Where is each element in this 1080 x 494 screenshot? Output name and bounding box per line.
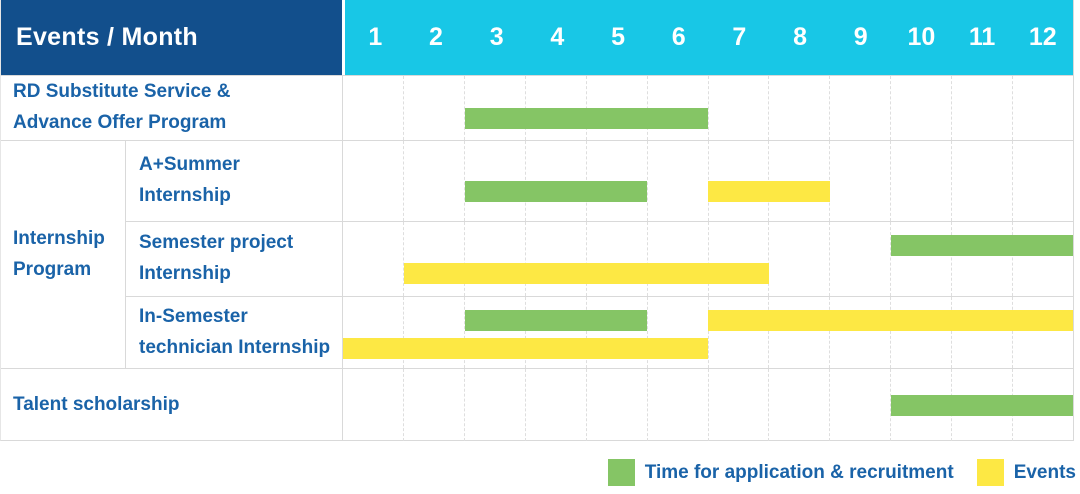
month-cell	[343, 369, 403, 441]
month-cell	[343, 141, 403, 221]
gantt-bar-application	[890, 235, 1073, 256]
month-header-cell: 10	[907, 23, 936, 51]
gantt-bar-application	[464, 310, 648, 331]
legend: Time for application & recruitment Event…	[0, 441, 1080, 494]
row-label-in-semester-technician-internship: In-Semester technician Internship	[125, 296, 342, 368]
events-month-table: Events / Month 1 2 3 4 5 6 7 8 9 10 11 12 RD Substi…	[0, 0, 1074, 441]
month-cell	[585, 222, 647, 296]
month-cell	[890, 141, 951, 221]
month-header-cell: 3	[489, 23, 504, 51]
month-cell	[646, 222, 708, 296]
month-cell	[524, 297, 586, 368]
gantt-row-track	[342, 368, 1073, 441]
gantt-bar-event	[343, 338, 708, 359]
month-cell	[707, 369, 769, 441]
page-title: Events / Month	[16, 23, 198, 51]
month-cell	[951, 297, 1012, 368]
gantt-bar-application	[890, 395, 1073, 416]
month-cell	[402, 222, 464, 296]
group-label-internship-program: Internship Program	[1, 140, 125, 368]
month-cell	[768, 222, 829, 296]
month-cell	[402, 141, 464, 221]
month-header-cell: 9	[853, 23, 868, 51]
month-cell	[829, 222, 890, 296]
gantt-bar-application	[464, 181, 648, 202]
month-cell	[646, 141, 708, 221]
month-cell	[951, 222, 1012, 296]
table-header-events-month: Events / Month	[1, 0, 342, 75]
month-cell	[1012, 297, 1073, 368]
month-cell	[951, 141, 1012, 221]
row-label-rd-substitute: RD Substitute Service & Advance Offer Pr…	[1, 75, 342, 140]
event-color-swatch	[976, 459, 1004, 486]
month-cell	[707, 76, 769, 140]
month-header-cell: 6	[671, 23, 686, 51]
gantt-row-track	[342, 296, 1073, 368]
month-header-cell: 7	[732, 23, 747, 51]
gantt-bar-event	[708, 310, 1073, 331]
month-header-cell: 1	[368, 23, 383, 51]
month-header-row: 1 2 3 4 5 6 7 8 9 10 11 12	[342, 0, 1073, 75]
row-label-a-plus-summer-internship: A+Summer Internship	[125, 140, 342, 221]
month-cell	[768, 369, 829, 441]
row-label-talent-scholarship: Talent scholarship	[1, 368, 342, 441]
month-cell	[463, 76, 525, 140]
month-cell	[768, 297, 829, 368]
month-header-cell: 2	[429, 23, 443, 51]
month-cell	[829, 76, 890, 140]
gantt-bar-event	[403, 263, 769, 284]
month-cell	[707, 222, 769, 296]
month-cell	[463, 141, 525, 221]
month-cell	[343, 222, 403, 296]
month-header-cell: 8	[793, 23, 807, 51]
gantt-row-track	[342, 221, 1073, 296]
month-cell	[646, 297, 708, 368]
gantt-row-track	[342, 75, 1073, 140]
application-color-swatch	[607, 459, 635, 486]
gantt-row-track	[342, 140, 1073, 221]
month-cell	[890, 222, 951, 296]
month-cell	[646, 369, 708, 441]
month-cell	[402, 76, 464, 140]
month-cell	[402, 297, 464, 368]
month-cell	[463, 297, 525, 368]
month-cell	[768, 76, 829, 140]
month-cell	[343, 76, 403, 140]
month-cell	[707, 297, 769, 368]
row-label-semester-project-internship: Semester project Internship	[125, 221, 342, 296]
month-header-cell: 5	[611, 23, 625, 51]
month-header-cell: 12	[1028, 23, 1057, 51]
month-cell	[951, 76, 1012, 140]
gantt-bar-event	[708, 181, 830, 202]
month-cell	[829, 141, 890, 221]
month-cell	[585, 297, 647, 368]
month-cell	[890, 297, 951, 368]
month-cell	[585, 369, 647, 441]
legend-item-events: Events	[976, 459, 1076, 486]
month-cell	[524, 369, 586, 441]
month-header-cell: 4	[550, 23, 565, 51]
month-cell	[1012, 76, 1073, 140]
month-cell	[1012, 222, 1073, 296]
month-header-cell: 11	[968, 23, 996, 51]
gantt-bar-application	[464, 108, 708, 129]
month-cell	[829, 297, 890, 368]
month-cell	[463, 222, 525, 296]
month-cell	[829, 369, 890, 441]
month-cell	[402, 369, 464, 441]
month-cell	[890, 76, 951, 140]
legend-label-application: Time for application & recruitment	[644, 461, 954, 483]
legend-item-application: Time for application & recruitment	[607, 459, 954, 486]
month-cell	[524, 222, 586, 296]
month-cell	[1012, 141, 1073, 221]
legend-label-events: Events	[1013, 461, 1076, 483]
month-cell	[463, 369, 525, 441]
